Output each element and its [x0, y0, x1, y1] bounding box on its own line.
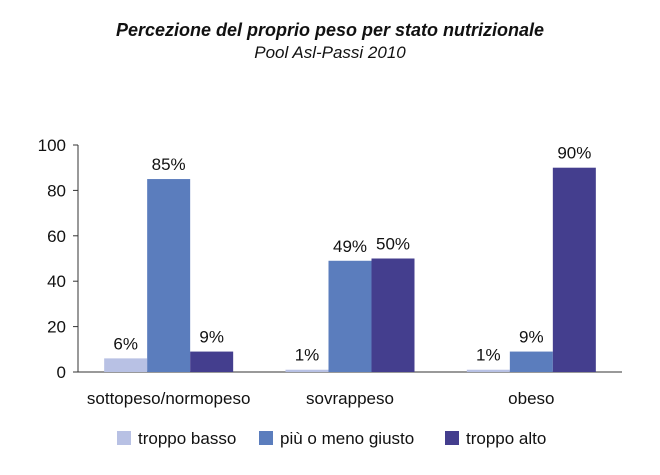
chart-title: Percezione del proprio peso per stato nu…: [115, 20, 545, 40]
y-tick-label: 80: [47, 181, 66, 200]
chart-legend: troppo basso più o meno giusto troppo alto: [117, 429, 546, 448]
x-category-label: sovrappeso: [306, 389, 394, 408]
x-category-label: sottopeso/normopeso: [87, 389, 251, 408]
legend-item: troppo basso: [117, 429, 236, 448]
y-tick-label: 60: [47, 227, 66, 246]
legend-label: troppo alto: [466, 429, 546, 448]
bar: [371, 258, 415, 372]
data-label: 85%: [152, 155, 186, 174]
chart-subtitle: Pool Asl-Passi 2010: [254, 43, 406, 62]
data-label: 9%: [519, 328, 544, 347]
bar: [104, 358, 148, 372]
bar: [190, 351, 234, 372]
data-label: 90%: [557, 144, 591, 163]
data-label: 1%: [476, 346, 501, 365]
legend-label: troppo basso: [138, 429, 236, 448]
data-label: 6%: [113, 334, 138, 353]
data-label: 9%: [199, 328, 224, 347]
legend-label: più o meno giusto: [280, 429, 414, 448]
bar: [509, 351, 553, 372]
data-label: 49%: [333, 237, 367, 256]
legend-item: più o meno giusto: [259, 429, 414, 448]
chart-data-labels: 6% 85% 9% 1% 49% 50% 1% 9% 90%: [113, 144, 591, 365]
data-label: 50%: [376, 235, 410, 254]
legend-swatch: [259, 431, 273, 445]
legend-swatch: [445, 431, 459, 445]
bar: [552, 167, 596, 372]
y-tick-label: 20: [47, 318, 66, 337]
bar: [285, 369, 329, 372]
bar: [147, 179, 191, 372]
y-tick-label: 40: [47, 272, 66, 291]
bar: [466, 369, 510, 372]
x-category-label: obeso: [508, 389, 554, 408]
y-tick-label: 0: [57, 363, 66, 382]
data-label: 1%: [295, 346, 320, 365]
chart-bars: [104, 167, 596, 372]
legend-swatch: [117, 431, 131, 445]
legend-item: troppo alto: [445, 429, 546, 448]
y-tick-label: 100: [38, 136, 66, 155]
bar: [328, 260, 372, 372]
